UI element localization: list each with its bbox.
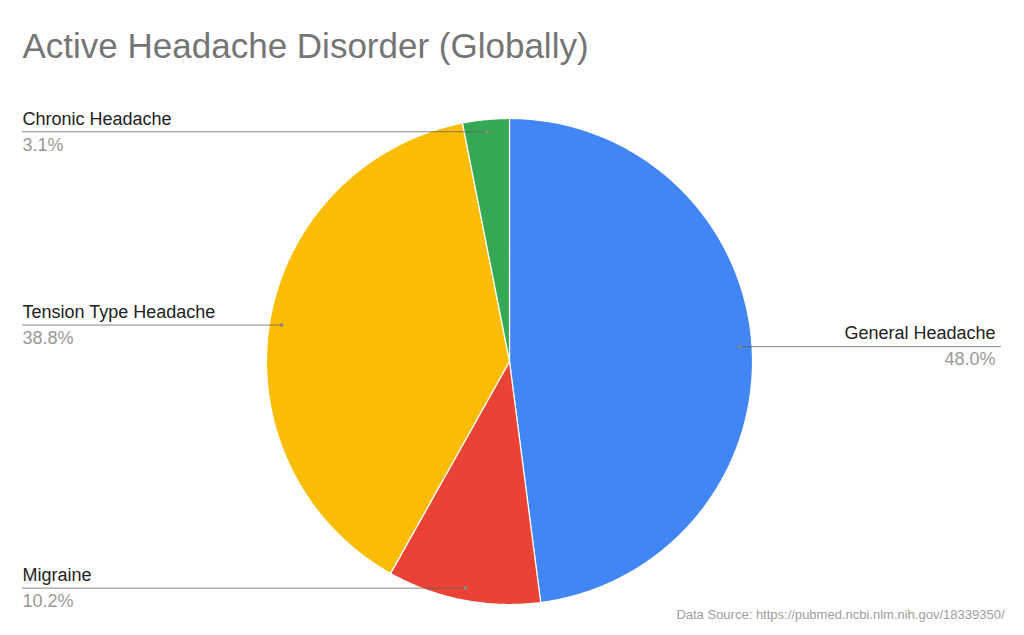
svg-text:Migraine: Migraine: [23, 565, 92, 585]
svg-text:3.1%: 3.1%: [23, 135, 64, 155]
svg-text:General Headache: General Headache: [844, 323, 995, 343]
svg-text:Active Headache Disorder (Glob: Active Headache Disorder (Globally): [23, 26, 589, 65]
svg-text:38.8%: 38.8%: [23, 328, 74, 348]
svg-text:10.2%: 10.2%: [23, 591, 74, 611]
svg-text:48.0%: 48.0%: [944, 349, 995, 369]
svg-text:Chronic Headache: Chronic Headache: [23, 109, 172, 129]
svg-text:Data Source: https://pubmed.nc: Data Source: https://pubmed.ncbi.nlm.nih…: [676, 607, 1004, 622]
svg-text:Tension Type Headache: Tension Type Headache: [23, 302, 216, 322]
